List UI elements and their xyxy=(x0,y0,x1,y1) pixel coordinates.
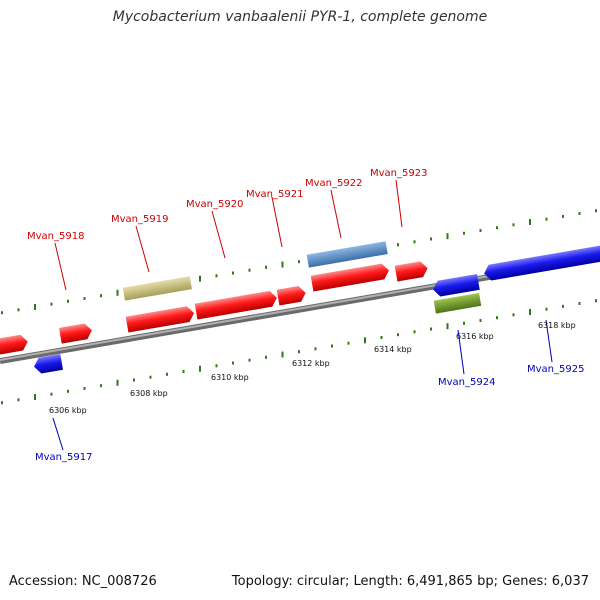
scale-label: 6318 kbp xyxy=(538,321,576,330)
map-title: Mycobacterium vanbaalenii PYR-1, complet… xyxy=(112,9,488,25)
scale-label: 6316 kbp xyxy=(456,332,494,341)
leader-mvan-5920 xyxy=(211,210,226,259)
gene-label-mvan-5921[interactable]: Mvan_5921 xyxy=(246,189,303,200)
leader-mvan-5919 xyxy=(135,225,150,273)
scale-label: 6306 kbp xyxy=(49,406,87,415)
reverse-tick-track xyxy=(1,299,597,405)
gene-arrow-mvan-5922[interactable] xyxy=(310,263,391,292)
leader-mvan-5921 xyxy=(271,196,283,248)
gene-label-mvan-5922[interactable]: Mvan_5922 xyxy=(305,178,362,189)
gene-arrow[interactable] xyxy=(0,334,29,356)
gene-arrow-mvan-5921[interactable] xyxy=(276,285,307,306)
gene-arrow-mvan-5917[interactable] xyxy=(33,354,64,375)
gene-label-mvan-5923[interactable]: Mvan_5923 xyxy=(370,168,427,179)
gene-label-mvan-5925[interactable]: Mvan_5925 xyxy=(527,364,584,375)
scale-label: 6308 kbp xyxy=(130,389,168,398)
gene-label-mvan-5917[interactable]: Mvan_5917 xyxy=(35,452,92,463)
leader-mvan-5918 xyxy=(54,242,67,291)
gene-arrow-mvan-5924[interactable] xyxy=(432,273,480,298)
gene-leader-lines xyxy=(52,179,553,451)
gene-label-mvan-5924[interactable]: Mvan_5924 xyxy=(438,377,495,388)
gene-label-mvan-5919[interactable]: Mvan_5919 xyxy=(111,214,168,225)
leader-mvan-5923 xyxy=(395,179,403,228)
scale-label: 6310 kbp xyxy=(211,373,249,382)
scale-label: 6314 kbp xyxy=(374,345,412,354)
gene-arrow-mvan-5925[interactable] xyxy=(483,243,600,282)
feature-olive[interactable] xyxy=(433,292,482,314)
gene-arrow-mvan-5923[interactable] xyxy=(394,260,429,282)
feature-steelblue[interactable] xyxy=(306,241,388,268)
feature-khaki[interactable] xyxy=(122,276,192,301)
leader-mvan-5917 xyxy=(52,417,64,451)
gene-label-mvan-5920[interactable]: Mvan_5920 xyxy=(186,199,243,210)
gene-arrow-mvan-5918[interactable] xyxy=(59,322,93,344)
gene-arrow-mvan-5919[interactable] xyxy=(125,305,196,333)
topology-text: Topology: circular; Length: 6,491,865 bp… xyxy=(231,574,589,589)
leader-mvan-5925 xyxy=(545,319,553,363)
leader-mvan-5922 xyxy=(330,189,342,239)
gene-label-mvan-5918[interactable]: Mvan_5918 xyxy=(27,231,84,242)
scale-label: 6312 kbp xyxy=(292,359,330,368)
leader-mvan-5924 xyxy=(457,329,465,375)
gene-arrow-mvan-5920[interactable] xyxy=(194,290,279,320)
accession-text: Accession: NC_008726 xyxy=(9,574,157,589)
